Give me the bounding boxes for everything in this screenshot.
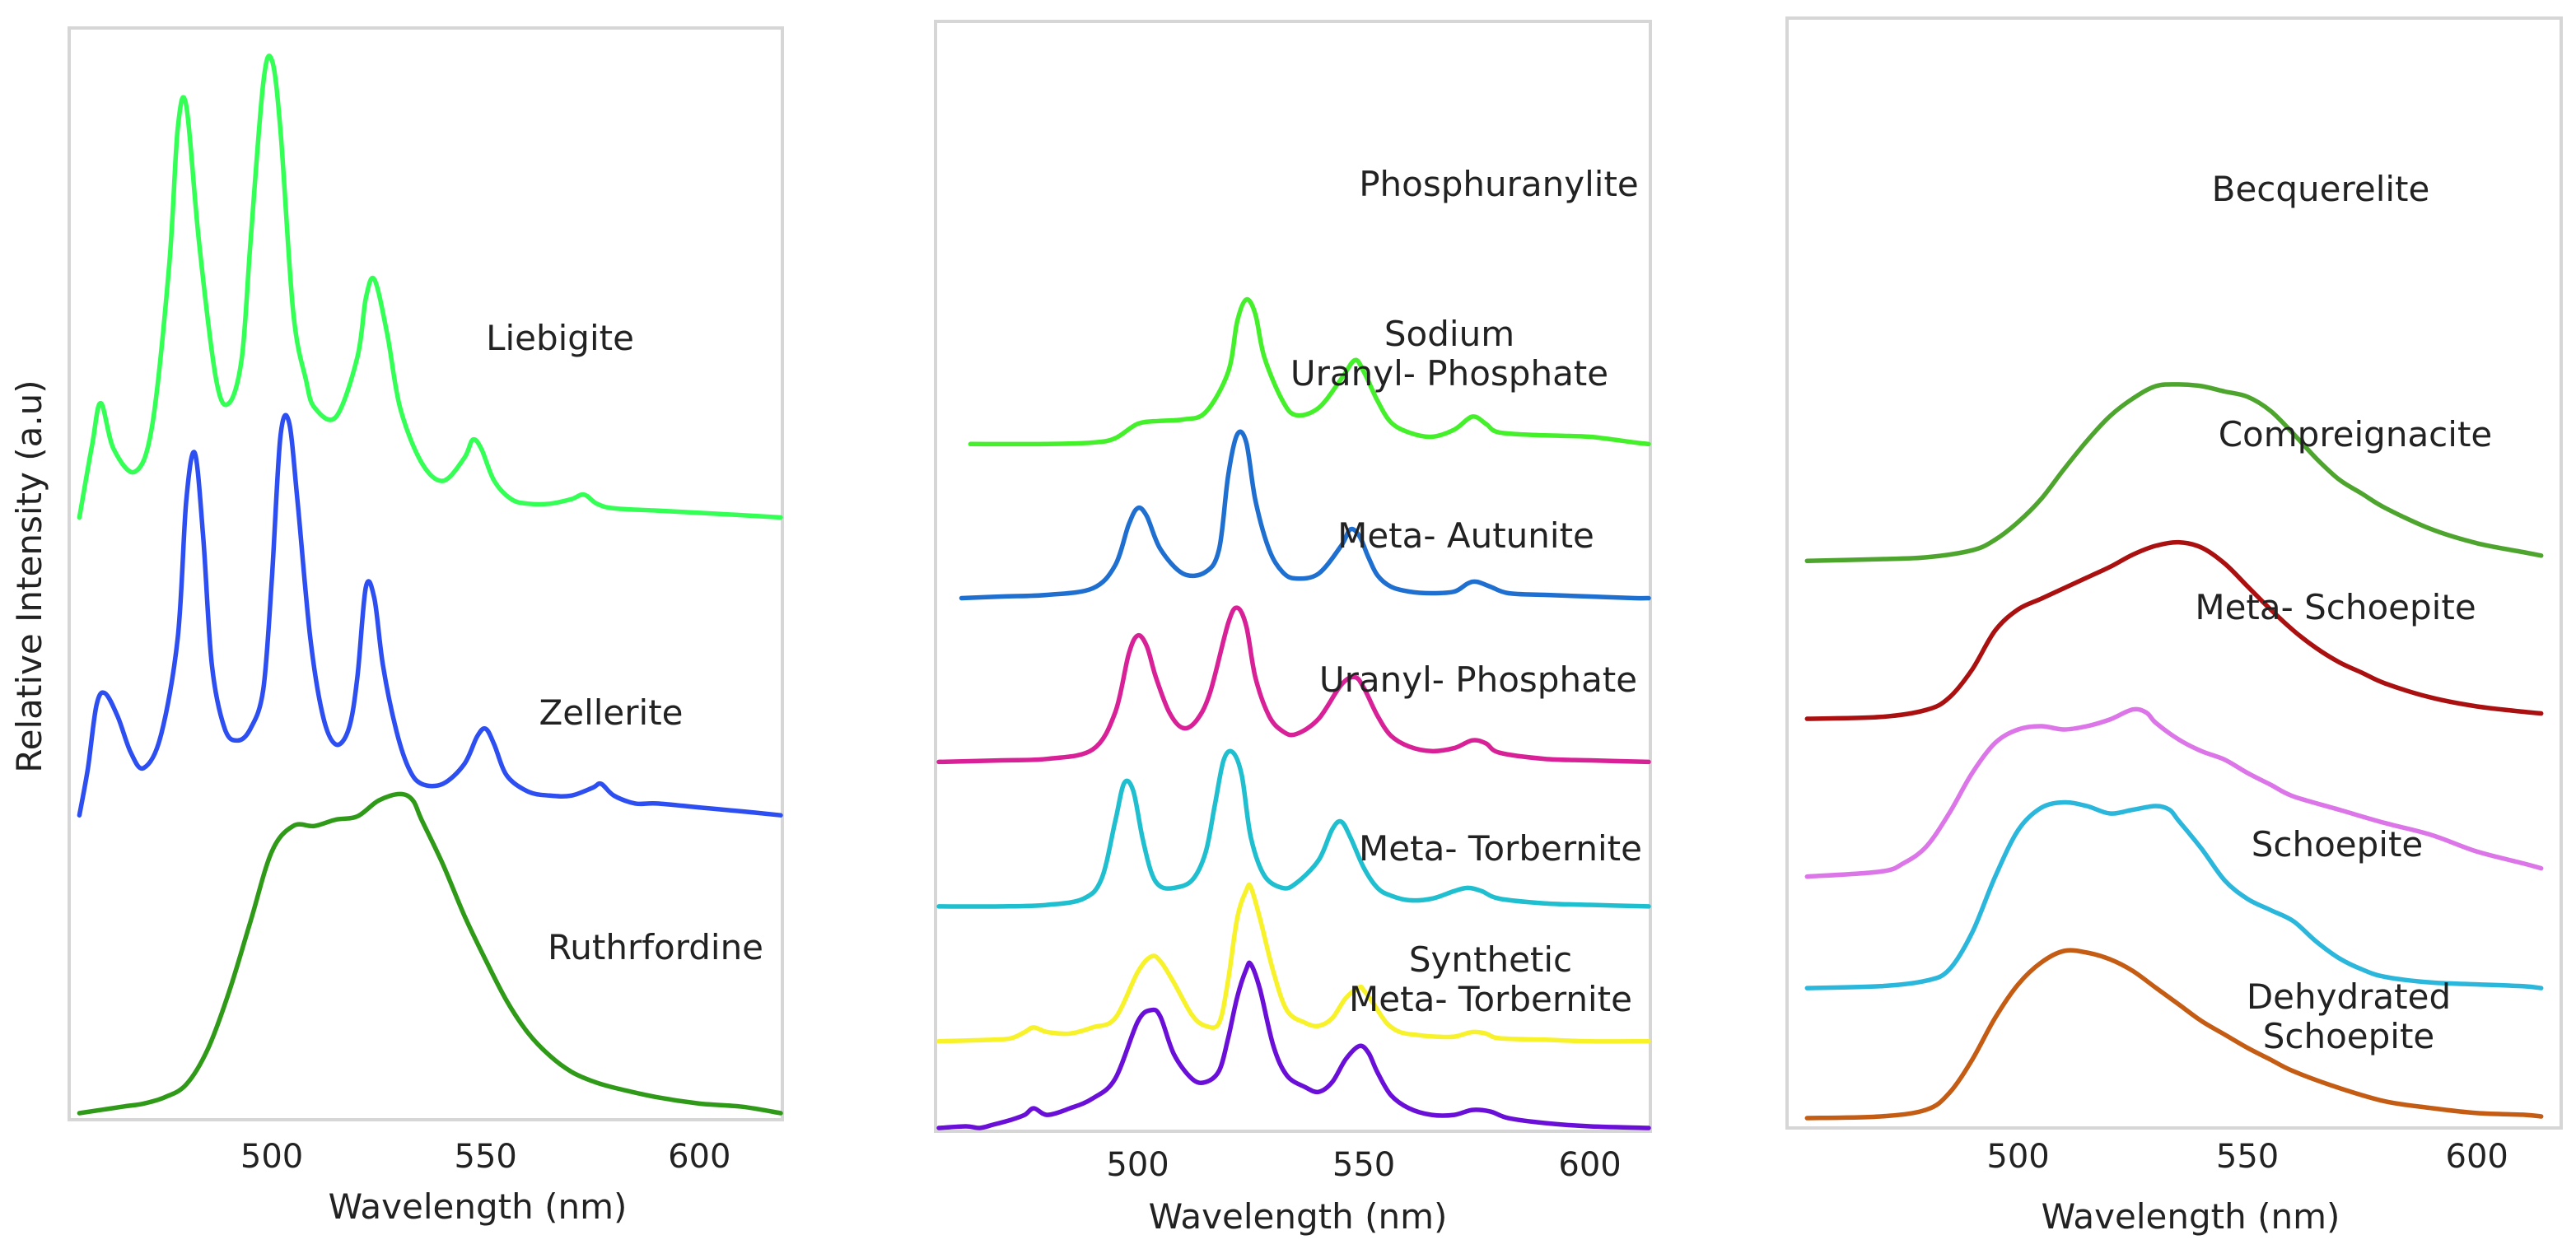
series-line-becquerelite	[1804, 382, 2544, 563]
x-tick-label: 500	[1106, 1146, 1169, 1184]
series-line-meta-schoepite	[1804, 706, 2544, 879]
x-tick-label: 550	[2216, 1138, 2279, 1176]
series-line-meta-autunite	[936, 605, 1651, 765]
panel-left-frame	[68, 26, 784, 1121]
series-line-dehydrated-schoepite	[1804, 948, 2544, 1121]
series-line-phosphuranylite	[968, 296, 1651, 447]
x-tick-label: 500	[1986, 1138, 2049, 1176]
panel-right: Becquerelite Compreignacite Meta- Schoepit…	[1785, 16, 2563, 1237]
series-label: Synthetic Meta- Torbernite	[1349, 939, 1632, 1019]
x-tick-label: 600	[2446, 1138, 2508, 1176]
series-label: Compreignacite	[2219, 414, 2493, 454]
y-axis-title: Relative Intensity (a.u)	[9, 380, 49, 772]
series-line-compreignacite	[1804, 539, 2544, 721]
series-label: Sodium Uranyl- Phosphate	[1290, 314, 1608, 394]
x-tick-label: 550	[455, 1138, 517, 1176]
series-line-uranyl-phosphate	[936, 748, 1651, 909]
series-label: Meta- Schoepite	[2195, 587, 2476, 627]
x-axis-title: Wavelength (nm)	[1149, 1196, 1448, 1237]
series-label: Liebigite	[486, 318, 634, 358]
panel-middle: Phosphuranylite Sodium Uranyl- Phosphate Me…	[934, 20, 1652, 1237]
x-tick-label: 600	[1558, 1146, 1621, 1184]
panel-left: Liebigite Zellerite Ruthrfordine 500 550 600…	[9, 26, 784, 1227]
series-label: Uranyl- Phosphate	[1319, 659, 1637, 700]
series-label: Meta- Torbernite	[1359, 828, 1642, 869]
series-label: Meta- Autunite	[1337, 515, 1594, 556]
x-tick-label: 500	[240, 1138, 303, 1176]
series-line-schoepite	[1804, 799, 2544, 990]
series-line-ruthrfordine	[77, 791, 783, 1116]
x-axis-title: Wavelength (nm)	[2042, 1196, 2340, 1237]
x-axis-title: Wavelength (nm)	[329, 1186, 628, 1227]
x-tick-label: 550	[1332, 1146, 1395, 1184]
series-label: Ruthrfordine	[548, 927, 763, 967]
panel-right-frame	[1785, 16, 2563, 1130]
series-label: Zellerite	[539, 692, 683, 733]
series-line-liebigite	[77, 54, 783, 520]
series-line-zellerite	[77, 412, 783, 818]
series-line-synthetic-meta-torbernite	[936, 960, 1651, 1130]
series-label: Schoepite	[2252, 824, 2424, 865]
series-label: Phosphuranylite	[1359, 164, 1639, 204]
series-label: Dehydrated Schoepite	[2247, 976, 2451, 1056]
x-tick-label: 600	[668, 1138, 730, 1176]
series-line-sodium-uranyl-phosphate	[959, 429, 1651, 601]
series-label: Becquerelite	[2212, 169, 2430, 209]
series-line-meta-torbernite	[936, 882, 1651, 1044]
